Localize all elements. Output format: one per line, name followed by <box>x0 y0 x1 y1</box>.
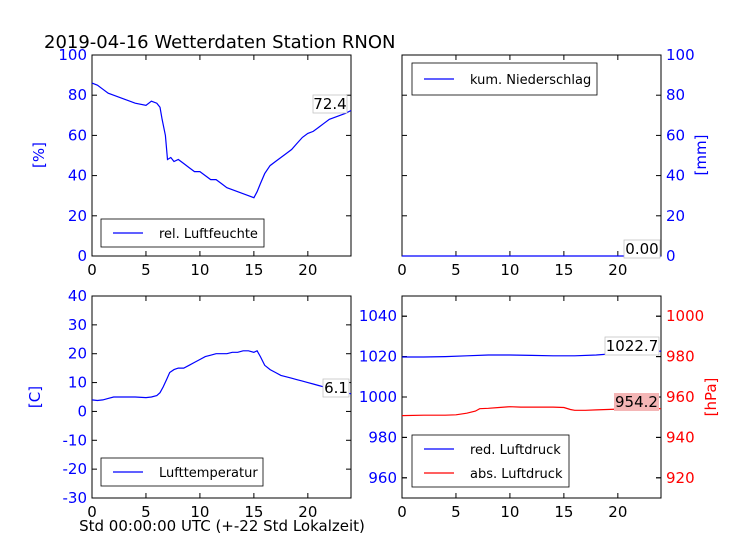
last-value-box <box>604 336 660 356</box>
last-value-box <box>322 378 350 398</box>
legend-entry: red. Luftdruck <box>470 443 561 458</box>
y-tick-label: 60 <box>68 126 87 144</box>
y-tick-label: 980 <box>368 428 397 446</box>
y-tick-label: 1040 <box>359 307 397 325</box>
x-tick-label: 20 <box>608 261 627 279</box>
y-axis-label: [C] <box>26 386 44 408</box>
panel-precipitation: 0 5 10 15 20 0 20 40 60 80 100 [mm] 0.00 kum. Nieders… <box>397 46 710 279</box>
y-tick-label: 10 <box>68 374 87 392</box>
y-tick-label: 60 <box>666 126 685 144</box>
panel-pressure: 0 5 10 15 20 960 980 1000 1020 1040 920 940 960 980 10… <box>359 295 720 521</box>
series-line <box>91 350 352 402</box>
panel-humidity: 0 5 10 15 20 0 20 40 60 80 100 [%] 72.4 rel. Luftfeuc… <box>30 46 352 279</box>
last-value-box <box>623 239 661 259</box>
y-tick-label: 960 <box>666 388 695 406</box>
x-tick-label: 10 <box>500 503 519 521</box>
legend-frame <box>411 434 570 488</box>
y-tick-label: 920 <box>666 469 695 487</box>
x-tick-label: 10 <box>190 261 209 279</box>
x-axis-label: Std 00:00:00 UTC (+-22 Std Lokalzeit) <box>79 517 365 535</box>
legend-entry: kum. Niederschlag <box>470 73 591 88</box>
last-value-label: 6.1 <box>324 379 348 397</box>
x-tick-label: 0 <box>87 503 97 521</box>
y-tick-label: 1000 <box>666 307 704 325</box>
x-tick-label: 5 <box>451 503 461 521</box>
x-tick-label: 0 <box>397 503 407 521</box>
legend: red. Luftdruck abs. Luftdruck <box>411 434 570 488</box>
x-tick-label: 10 <box>500 261 519 279</box>
legend: rel. Luftfeuchte <box>100 218 265 248</box>
y-tick-label: 20 <box>666 207 685 225</box>
series-line <box>91 82 352 199</box>
y-axis-label: [mm] <box>692 135 710 176</box>
x-tick-label: 15 <box>244 261 263 279</box>
y-tick-label: 20 <box>68 207 87 225</box>
x-tick-label: 15 <box>244 503 263 521</box>
x-tick-label: 5 <box>141 261 151 279</box>
x-tick-label: 15 <box>554 503 573 521</box>
y-tick-label: 100 <box>666 46 695 64</box>
y-tick-label: 1020 <box>359 348 397 366</box>
legend-entry: rel. Luftfeuchte <box>159 227 258 242</box>
y-tick-label: 980 <box>666 348 695 366</box>
y-tick-label: 1000 <box>359 388 397 406</box>
y-tick-label: 20 <box>68 345 87 363</box>
y-tick-label: -30 <box>63 489 88 507</box>
last-value-box <box>312 94 348 114</box>
y-tick-label: 40 <box>68 167 87 185</box>
legend: kum. Niederschlag <box>411 62 598 96</box>
y-tick-label: 0 <box>77 402 87 420</box>
y-tick-label: -20 <box>63 460 88 478</box>
x-tick-label: 10 <box>190 503 209 521</box>
legend-entry: Lufttemperatur <box>159 466 258 481</box>
legend-entry: abs. Luftdruck <box>470 467 563 482</box>
plot-frame <box>91 295 352 499</box>
y-axis-label: [hPa] <box>702 378 720 417</box>
last-value-label: 954.2 <box>615 393 658 411</box>
plot-frame <box>91 54 352 257</box>
y-tick-label: 80 <box>68 86 87 104</box>
y-tick-label: -10 <box>63 431 88 449</box>
y-tick-label: 0 <box>77 247 87 265</box>
last-value-label: 72.4 <box>313 95 346 113</box>
x-tick-label: 20 <box>298 503 317 521</box>
legend: Lufttemperatur <box>100 457 264 487</box>
x-tick-label: 0 <box>397 261 407 279</box>
y-tick-label: 100 <box>58 46 87 64</box>
panel-temperature: 0 5 10 15 20 -30 -20 -10 0 10 20 30 40 [C] Std 00:00:0… <box>26 287 365 535</box>
x-tick-label: 20 <box>298 261 317 279</box>
y-tick-label: 0 <box>666 247 676 265</box>
y-tick-label: 30 <box>68 316 87 334</box>
x-tick-label: 15 <box>554 261 573 279</box>
last-value-label: 0.00 <box>625 240 658 258</box>
y-tick-label: 940 <box>666 428 695 446</box>
x-tick-label: 0 <box>87 261 97 279</box>
y-tick-label: 40 <box>68 287 87 305</box>
y-tick-label: 960 <box>368 469 397 487</box>
y-tick-label: 40 <box>666 167 685 185</box>
y-axis-label: [%] <box>30 142 48 168</box>
y-tick-label: 80 <box>666 86 685 104</box>
x-tick-label: 5 <box>141 503 151 521</box>
x-tick-label: 5 <box>451 261 461 279</box>
x-tick-label: 20 <box>608 503 627 521</box>
last-value-label: 1022.7 <box>606 337 659 355</box>
figure-title: 2019-04-16 Wetterdaten Station RNON <box>44 32 395 53</box>
last-value-box <box>614 393 659 411</box>
